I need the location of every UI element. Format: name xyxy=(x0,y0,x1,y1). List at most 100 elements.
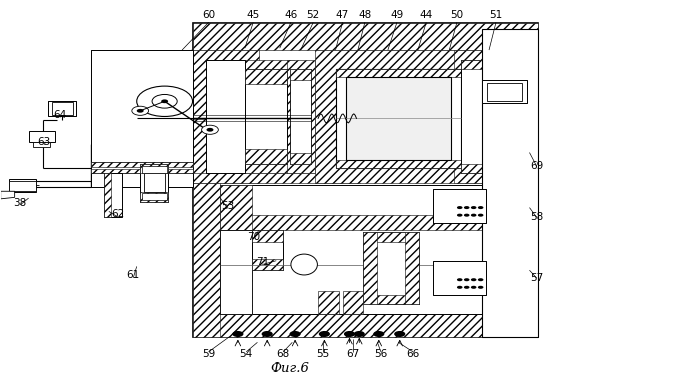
Bar xyxy=(220,215,482,231)
Bar xyxy=(405,232,419,304)
Bar xyxy=(318,291,339,314)
Text: 46: 46 xyxy=(284,10,298,20)
Circle shape xyxy=(319,331,330,337)
Bar xyxy=(245,69,287,164)
Bar xyxy=(433,189,486,223)
Text: 51: 51 xyxy=(489,10,503,20)
Bar xyxy=(482,29,538,337)
Bar xyxy=(192,183,220,337)
Bar xyxy=(287,59,315,173)
Circle shape xyxy=(457,206,463,209)
Circle shape xyxy=(152,94,177,108)
Text: 67: 67 xyxy=(347,349,359,360)
Bar xyxy=(142,193,167,200)
Circle shape xyxy=(464,206,470,209)
Bar xyxy=(192,24,538,337)
Circle shape xyxy=(289,331,301,337)
Bar xyxy=(140,192,168,202)
Bar xyxy=(461,59,527,173)
Circle shape xyxy=(464,286,470,289)
Bar xyxy=(104,173,111,217)
Text: 61: 61 xyxy=(127,270,140,280)
Bar xyxy=(192,24,538,50)
Circle shape xyxy=(137,109,144,113)
Bar xyxy=(363,295,419,304)
Bar xyxy=(92,162,192,166)
Circle shape xyxy=(161,99,168,103)
Bar xyxy=(482,152,521,160)
Bar xyxy=(9,181,36,190)
Bar xyxy=(482,73,521,160)
Bar xyxy=(482,73,521,80)
Bar xyxy=(363,232,377,304)
Bar xyxy=(336,160,461,168)
Bar xyxy=(140,164,168,202)
Bar xyxy=(192,314,538,337)
Circle shape xyxy=(478,278,484,281)
Text: 48: 48 xyxy=(358,10,371,20)
Bar xyxy=(245,69,287,84)
Bar xyxy=(29,131,55,142)
Bar xyxy=(290,152,311,164)
Bar xyxy=(363,232,419,304)
Bar xyxy=(220,231,252,314)
Circle shape xyxy=(206,128,213,132)
Bar xyxy=(104,173,122,217)
Text: 58: 58 xyxy=(530,212,543,222)
Bar xyxy=(336,69,461,77)
Polygon shape xyxy=(1,191,15,199)
Bar xyxy=(92,162,192,173)
Bar xyxy=(192,173,360,183)
Text: 45: 45 xyxy=(247,10,260,20)
Circle shape xyxy=(478,286,484,289)
Bar xyxy=(252,231,283,242)
Bar xyxy=(142,166,167,173)
Circle shape xyxy=(471,278,477,281)
Bar xyxy=(48,101,76,117)
Text: 68: 68 xyxy=(277,349,290,360)
Text: 64: 64 xyxy=(53,110,66,120)
Circle shape xyxy=(344,331,355,337)
Text: 56: 56 xyxy=(374,349,387,360)
Bar xyxy=(92,169,192,173)
Bar xyxy=(461,164,527,173)
Bar xyxy=(245,149,287,164)
Text: 71: 71 xyxy=(256,257,269,267)
Circle shape xyxy=(261,331,273,337)
Bar xyxy=(482,80,527,103)
Circle shape xyxy=(132,106,149,115)
Bar xyxy=(433,261,486,295)
Text: 52: 52 xyxy=(307,10,320,20)
Text: 49: 49 xyxy=(390,10,403,20)
Polygon shape xyxy=(92,50,192,187)
Bar xyxy=(192,314,538,337)
Circle shape xyxy=(373,331,384,337)
Bar xyxy=(336,69,461,168)
Circle shape xyxy=(457,214,463,217)
Circle shape xyxy=(464,214,470,217)
Text: 50: 50 xyxy=(450,10,463,20)
Bar xyxy=(433,189,486,223)
Bar xyxy=(482,29,538,337)
Bar xyxy=(315,50,538,183)
Text: 38: 38 xyxy=(13,198,27,208)
Bar xyxy=(252,231,283,270)
Bar xyxy=(92,50,192,187)
Text: 70: 70 xyxy=(247,232,260,242)
Bar xyxy=(461,59,527,69)
Bar xyxy=(192,50,259,183)
Bar xyxy=(290,69,311,164)
Text: Фиг.6: Фиг.6 xyxy=(271,362,310,375)
Bar xyxy=(220,185,482,314)
Bar xyxy=(487,83,522,101)
Circle shape xyxy=(232,331,243,337)
Text: 47: 47 xyxy=(336,10,349,20)
Text: 59: 59 xyxy=(202,349,215,360)
Bar xyxy=(454,50,538,183)
Text: 44: 44 xyxy=(419,10,433,20)
Text: 66: 66 xyxy=(406,349,419,360)
Text: 62: 62 xyxy=(111,210,124,219)
Bar xyxy=(238,59,294,173)
Bar xyxy=(144,173,165,192)
Text: 53: 53 xyxy=(221,201,234,211)
